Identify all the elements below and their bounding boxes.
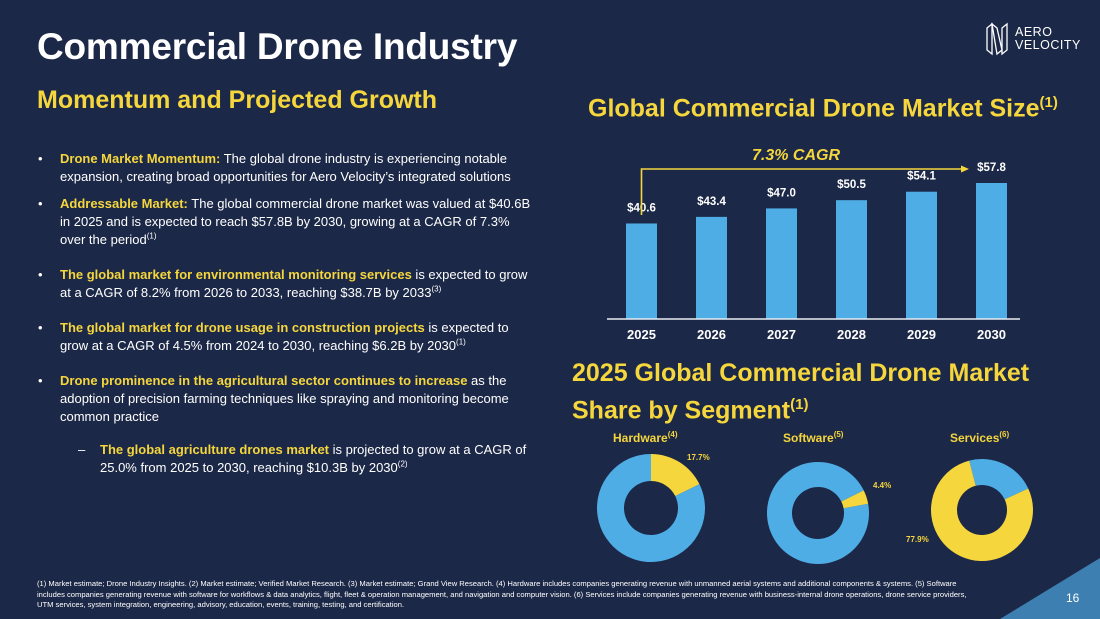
segment-chart-title-text: 2025 Global Commercial Drone Market Shar…: [572, 359, 1030, 425]
donut-services: [931, 458, 1033, 562]
page-number: 16: [1066, 591, 1080, 605]
donut-slice-other: [597, 454, 705, 562]
page-title: Commercial Drone Industry: [37, 26, 518, 67]
bullet-marker: •: [38, 267, 43, 282]
bullet-item: • Drone Market Momentum: The global drone…: [38, 150, 538, 186]
bar-value-label: $57.8: [977, 162, 1006, 174]
bullet-highlight: Addressable Market:: [60, 196, 188, 211]
bullet-highlight: Drone prominence in the agricultural sec…: [60, 373, 468, 388]
x-tick-label: 2029: [907, 327, 936, 342]
footnote-ref: (1): [456, 337, 466, 347]
bar-2030: [976, 183, 1007, 319]
x-tick-label: 2028: [837, 327, 866, 342]
bullet-highlight: The global market for drone usage in con…: [60, 320, 425, 335]
bar-value-label: $54.1: [907, 171, 936, 183]
bar-2025: [626, 223, 657, 319]
x-tick-label: 2027: [767, 327, 796, 342]
bullet-highlight: Drone Market Momentum:: [60, 151, 221, 166]
footnote-ref: (4): [667, 430, 678, 439]
bullet-item: • Addressable Market: The global commerci…: [38, 195, 538, 249]
footnotes: (1) Market estimate; Drone Industry Insi…: [37, 579, 967, 609]
cagr-annotation: 7.3% CAGR: [752, 147, 841, 164]
donut-label-services: Services(6): [950, 430, 1009, 445]
bar-2026: [696, 216, 727, 319]
donut-hardware: [597, 454, 705, 562]
bullet-text: is expected to grow at a CAGR of 4.5% fr…: [60, 320, 509, 353]
logo-mark-icon: [986, 22, 1008, 56]
logo-line-1: AERO: [1015, 25, 1053, 39]
donut-label-text: Hardware: [613, 431, 668, 445]
donut-pct-software: 4.4%: [873, 481, 892, 490]
bullet-text: is expected to grow at a CAGR of 8.2% fr…: [60, 267, 528, 300]
donut-slice-services: [931, 460, 1033, 562]
donut-slice-other: [969, 458, 1029, 500]
logo-line-2: VELOCITY: [1015, 38, 1081, 52]
donut-slice-software: [841, 490, 869, 509]
footnote-ref: (1): [790, 396, 809, 413]
donut-software: [767, 461, 869, 564]
sub-bullet-marker: –: [78, 442, 86, 457]
bullet-item: • The global market for environmental mon…: [38, 266, 538, 302]
footnote-ref: (5): [833, 430, 844, 439]
bullet-highlight: The global agriculture drones market: [100, 442, 329, 457]
section-subtitle: Momentum and Projected Growth: [37, 86, 438, 114]
bullet-list: • Drone Market Momentum: The global drone…: [38, 150, 538, 477]
footnote-ref: (3): [431, 284, 442, 294]
bullet-item: • Drone prominence in the agricultural se…: [38, 372, 538, 426]
bullet-highlight: The global market for environmental moni…: [60, 267, 412, 282]
bar-value-label: $50.5: [837, 179, 866, 191]
x-tick-label: 2030: [977, 327, 1006, 342]
sub-bullet-item: – The global agriculture drones market is…: [38, 441, 538, 477]
cagr-arrow-head-icon: [961, 165, 969, 173]
donut-label-text: Services: [950, 431, 1000, 445]
bullet-marker: •: [38, 373, 43, 388]
donut-pct-services: 77.9%: [906, 535, 929, 544]
x-tick-label: 2026: [697, 327, 726, 342]
bullet-text: is projected to grow at a CAGR of 25.0% …: [100, 442, 527, 475]
bullet-item: • The global market for drone usage in co…: [38, 319, 538, 355]
bar-value-label: $47.0: [767, 187, 796, 199]
bullet-marker: •: [38, 151, 43, 166]
bullet-marker: •: [38, 320, 43, 335]
bullet-text: The global drone industry is experiencin…: [60, 151, 511, 184]
x-tick-label: 2025: [627, 327, 656, 342]
bar-2028: [836, 200, 867, 319]
bullet-marker: •: [38, 196, 43, 211]
bar-2029: [906, 191, 937, 319]
bar-chart-title-text: Global Commercial Drone Market Size: [588, 94, 1040, 123]
cagr-arrow: [640, 168, 963, 215]
donut-label-software: Software(5): [783, 430, 843, 445]
footnote-ref: (6): [999, 430, 1010, 439]
donut-label-text: Software: [783, 431, 834, 445]
donut-slice-hardware: [651, 454, 700, 497]
bar-2027: [766, 208, 797, 319]
bar-chart-title: Global Commercial Drone Market Size(1): [588, 88, 1058, 123]
aero-velocity-logo: AERO VELOCITY: [985, 22, 1081, 56]
donut-label-hardware: Hardware(4): [613, 430, 677, 445]
bullet-text: as the adoption of precision farming tec…: [60, 373, 509, 424]
footnote-ref: (1): [146, 231, 157, 241]
donut-pct-hardware: 17.7%: [687, 453, 710, 462]
bar-value-label: $43.4: [697, 196, 726, 208]
footnote-ref: (2): [397, 459, 408, 469]
donut-slice-other: [767, 461, 869, 564]
segment-chart-title: 2025 Global Commercial Drone Market Shar…: [572, 358, 1032, 426]
footnote-ref: (1): [1039, 94, 1058, 111]
bullet-text: The global commercial drone market was v…: [60, 196, 531, 247]
